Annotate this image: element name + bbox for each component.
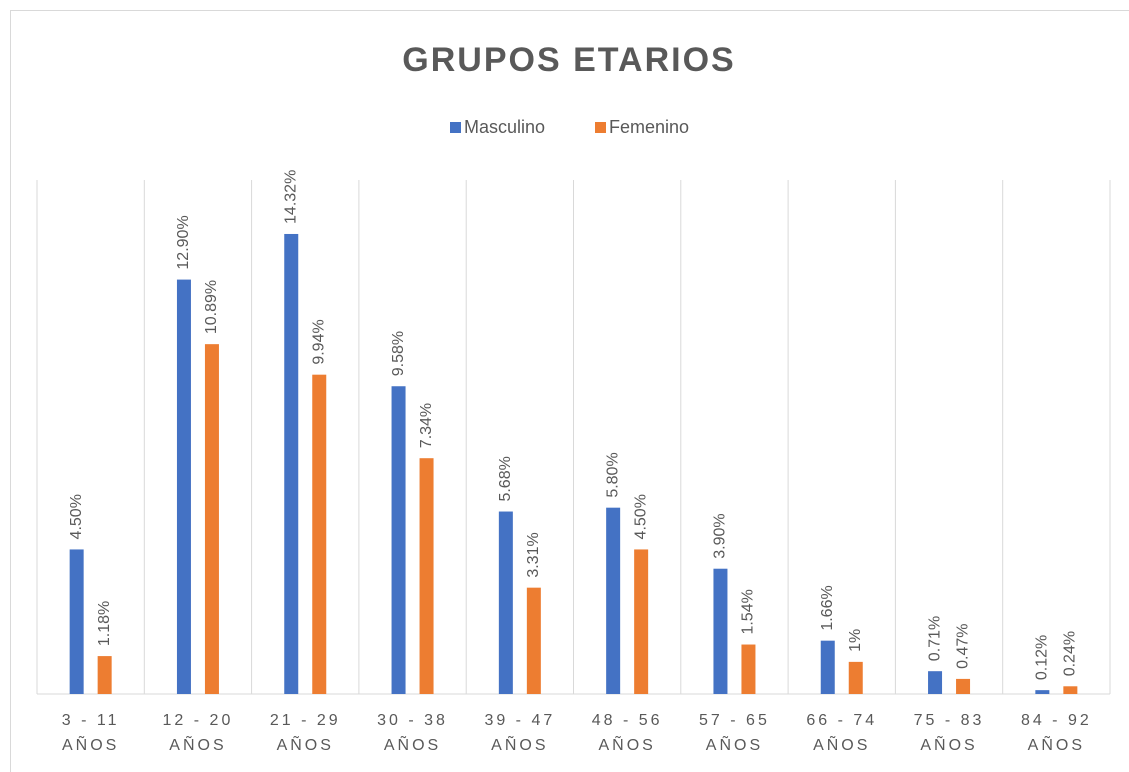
- bar: [284, 233, 299, 694]
- data-label: 12.90%: [175, 215, 192, 269]
- data-label: 1.66%: [819, 585, 836, 630]
- data-label: 7.34%: [418, 403, 435, 448]
- chart-title: GRUPOS ETARIOS: [402, 41, 735, 79]
- data-label: 3.90%: [712, 513, 729, 558]
- bar: [69, 549, 84, 694]
- bar: [498, 511, 513, 694]
- data-label: 1%: [847, 629, 864, 652]
- x-tick-label: 39 - 47 AÑOS: [484, 712, 555, 754]
- x-tick-label: 48 - 56 AÑOS: [592, 712, 663, 754]
- data-label: 0.24%: [1062, 631, 1079, 676]
- bar: [204, 344, 219, 694]
- x-tick-label: 57 - 65 AÑOS: [699, 712, 770, 754]
- bar: [1063, 686, 1078, 694]
- bar: [419, 458, 434, 694]
- bar: [956, 678, 971, 694]
- x-tick-label: 84 - 92 AÑOS: [1021, 712, 1092, 754]
- bar: [713, 568, 728, 694]
- x-tick-label: 75 - 83 AÑOS: [914, 712, 985, 754]
- x-tick-label: 12 - 20 AÑOS: [163, 712, 234, 754]
- bar: [848, 661, 863, 694]
- legend-swatch: [450, 122, 461, 133]
- data-label: 1.54%: [740, 589, 757, 634]
- x-tick-label: 30 - 38 AÑOS: [377, 712, 448, 754]
- data-label: 0.12%: [1034, 635, 1051, 680]
- x-tick-label: 3 - 11 AÑOS: [62, 712, 120, 754]
- chart-border: [10, 10, 1129, 772]
- bar: [176, 279, 191, 694]
- bar: [97, 656, 112, 694]
- data-label: 14.32%: [282, 170, 299, 224]
- data-label: 3.31%: [525, 532, 542, 577]
- data-label: 0.47%: [954, 624, 971, 669]
- data-label: 10.89%: [203, 280, 220, 334]
- bar: [391, 386, 406, 694]
- data-label: 4.50%: [68, 494, 85, 539]
- legend-swatch: [595, 122, 606, 133]
- legend-label: Masculino: [464, 117, 545, 137]
- data-label: 5.68%: [497, 456, 514, 501]
- data-label: 5.80%: [604, 452, 621, 497]
- x-tick-label: 21 - 29 AÑOS: [270, 712, 341, 754]
- bar: [928, 671, 943, 694]
- data-label: 4.50%: [632, 494, 649, 539]
- data-label: 1.18%: [96, 601, 113, 646]
- data-label: 9.58%: [390, 331, 407, 376]
- bar: [606, 507, 621, 694]
- x-tick-label: 66 - 74 AÑOS: [806, 712, 877, 754]
- bar: [526, 587, 541, 694]
- bar: [634, 549, 649, 694]
- data-label: 0.71%: [926, 616, 943, 661]
- bar: [741, 644, 756, 694]
- bar: [312, 374, 327, 694]
- legend-label: Femenino: [609, 117, 689, 137]
- bar: [820, 640, 835, 694]
- bar: [1035, 690, 1050, 694]
- data-label: 9.94%: [310, 319, 327, 364]
